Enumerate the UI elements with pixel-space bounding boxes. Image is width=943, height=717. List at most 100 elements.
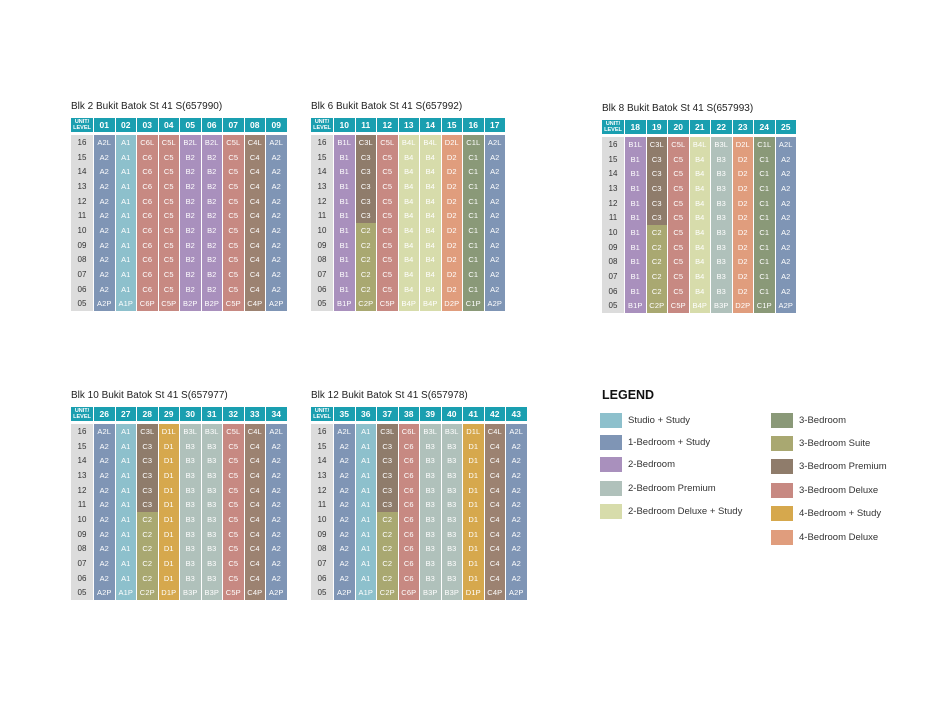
unit-type-cell: B3 <box>201 497 222 513</box>
unit-type-cell: A1 <box>115 149 136 165</box>
level-label: 05 <box>602 298 624 314</box>
unit-type-cell: A2P <box>775 298 796 314</box>
level-label: 06 <box>311 281 333 297</box>
unit-type-cell: C5 <box>158 281 179 297</box>
unit-type-cell: C5 <box>668 254 689 270</box>
level-label: 13 <box>602 181 624 196</box>
unit-type-cell: C2P <box>377 585 398 601</box>
unit-type-cell: B3 <box>420 512 441 527</box>
block-title: Blk 2 Bukit Batok St 41 S(657990) <box>71 101 223 112</box>
unit-type-cell: A2 <box>334 468 355 483</box>
unit-type-cell: C5 <box>158 237 179 253</box>
unit-type-cell: D2 <box>732 239 753 255</box>
unit-type-cell: B3L <box>201 424 222 439</box>
unit-type-cell: A1P <box>115 296 136 312</box>
unit-type-cell: C5 <box>158 223 179 238</box>
legend-item: 2-Bedroom Deluxe + Study <box>600 503 742 519</box>
unit-type-cell: C6L <box>137 135 158 150</box>
unit-type-cell: D1 <box>463 541 484 557</box>
unit-type-cell: A2 <box>266 556 287 571</box>
unit-type-cell: C4 <box>244 179 265 194</box>
level-label: 12 <box>71 482 93 498</box>
unit-type-cell: C5L <box>377 135 398 150</box>
unit-level-header: UNIT/LEVEL <box>602 120 624 137</box>
unit-type-cell: A2 <box>266 149 287 165</box>
unit-type-cell: B4 <box>689 283 710 299</box>
unit-header: 15 <box>441 118 462 135</box>
level-label: 05 <box>311 585 333 601</box>
legend-item: 4-Bedroom + Study <box>771 505 881 521</box>
unit-type-cell: A2L <box>775 137 796 152</box>
level-label: 15 <box>71 149 93 165</box>
unit-type-cell: A2L <box>94 424 115 439</box>
unit-type-cell: D1 <box>463 453 484 469</box>
unit-type-cell: B3 <box>201 482 222 498</box>
unit-header: 41 <box>463 407 484 424</box>
unit-type-cell: C4 <box>244 482 265 498</box>
unit-level-header: UNIT/LEVEL <box>311 118 333 135</box>
level-label: 08 <box>311 252 333 268</box>
level-row: 06 B1 C2 C5 B4 B4 D2 C1 A2 <box>311 281 505 297</box>
legend-item: 3-Bedroom Deluxe <box>771 482 878 498</box>
unit-type-cell: B3 <box>201 438 222 454</box>
unit-type-cell: D1 <box>463 497 484 513</box>
unit-type-cell: C4 <box>484 541 505 557</box>
unit-type-cell: C5 <box>223 267 244 282</box>
unit-type-cell: C5 <box>223 179 244 194</box>
level-row: 11 A2 A1 C6 C5 B2 B2 C5 C4 A2 <box>71 208 287 224</box>
level-label: 09 <box>71 526 93 542</box>
legend-title: LEGEND <box>602 388 655 402</box>
unit-type-cell: A2P <box>94 585 115 601</box>
unit-type-cell: A2 <box>484 281 505 297</box>
level-label: 14 <box>602 166 624 182</box>
unit-type-cell: B2 <box>201 164 222 180</box>
unit-header: 21 <box>689 120 710 137</box>
unit-type-cell: C5L <box>223 135 244 150</box>
unit-type-cell: A1 <box>355 482 376 498</box>
level-label: 15 <box>311 438 333 454</box>
legend-label: Studio + Study <box>628 414 691 426</box>
unit-type-cell: C5 <box>223 149 244 165</box>
unit-type-cell: B4 <box>689 254 710 270</box>
unit-type-cell: B4P <box>689 298 710 314</box>
unit-type-cell: A2P <box>94 296 115 312</box>
unit-type-cell: A2 <box>94 482 115 498</box>
unit-type-cell: B4 <box>420 164 441 180</box>
level-row: 10 A2 A1 C6 C5 B2 B2 C5 C4 A2 <box>71 223 287 238</box>
unit-type-cell: B2 <box>180 193 201 209</box>
unit-type-cell: B3 <box>441 541 462 557</box>
unit-header: 31 <box>201 407 222 424</box>
unit-type-cell: C1 <box>754 166 775 182</box>
unit-header: 42 <box>484 407 505 424</box>
unit-type-cell: A1 <box>115 468 136 483</box>
unit-type-cell: B2 <box>180 281 201 297</box>
unit-type-cell: A2 <box>506 541 527 557</box>
unit-header: 13 <box>398 118 419 135</box>
unit-header: 33 <box>244 407 265 424</box>
legend-swatch <box>600 456 622 472</box>
unit-type-cell: B1 <box>625 151 646 167</box>
unit-type-cell: D1 <box>158 438 179 454</box>
unit-type-cell: C4 <box>244 453 265 469</box>
unit-type-cell: A1 <box>115 541 136 557</box>
level-label: 11 <box>311 497 333 513</box>
unit-type-cell: A2 <box>775 239 796 255</box>
unit-type-cell: C3 <box>355 164 376 180</box>
unit-header: 09 <box>266 118 287 135</box>
level-label: 06 <box>71 570 93 586</box>
unit-type-cell: B4 <box>398 252 419 268</box>
unit-type-cell: C1L <box>754 137 775 152</box>
unit-type-cell: A1 <box>115 556 136 571</box>
unit-type-cell: C4 <box>484 468 505 483</box>
unit-type-cell: B3L <box>441 424 462 439</box>
unit-type-cell: A1 <box>115 453 136 469</box>
unit-type-cell: C4 <box>244 208 265 224</box>
unit-type-cell: C5 <box>158 149 179 165</box>
level-label: 14 <box>71 453 93 469</box>
unit-type-cell: C3 <box>355 193 376 209</box>
unit-type-cell: C5 <box>377 208 398 224</box>
unit-type-cell: B3 <box>201 526 222 542</box>
level-label: 11 <box>71 497 93 513</box>
unit-type-cell: A2 <box>484 252 505 268</box>
unit-type-cell: A1 <box>115 252 136 268</box>
